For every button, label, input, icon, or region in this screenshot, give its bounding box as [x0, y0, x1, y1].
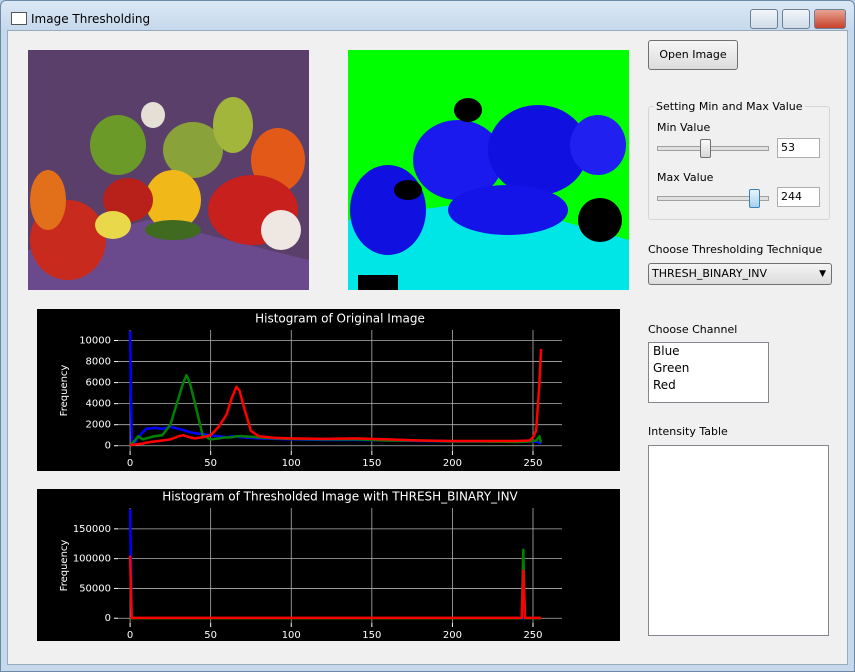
- min-value-box[interactable]: 53: [777, 138, 820, 158]
- max-value-box[interactable]: 244: [777, 187, 820, 207]
- chart: Histogram of Original Image Frequency 0 200…: [37, 309, 620, 471]
- channel-item[interactable]: Blue: [653, 344, 680, 358]
- x-tick-label: 200: [443, 458, 462, 469]
- x-tick-label: 50: [204, 458, 217, 469]
- y-tick-label: 8000: [86, 357, 111, 368]
- x-tick-label: 200: [443, 630, 462, 641]
- max-slider[interactable]: [749, 189, 760, 208]
- intensity-table: [648, 445, 829, 636]
- x-tick-label: 50: [204, 630, 217, 641]
- x-tick-label: 0: [127, 458, 133, 469]
- thresholded-image: [348, 50, 629, 290]
- x-tick-label: 0: [127, 630, 133, 641]
- y-tick-label: 6000: [86, 378, 111, 389]
- histogram-line: [128, 555, 542, 620]
- x-tick-label: 100: [282, 630, 301, 641]
- combo-arrow: ▼: [819, 269, 826, 279]
- close-button[interactable]: [814, 9, 846, 29]
- y-tick-label: 150000: [73, 524, 111, 535]
- app-icon: [11, 12, 27, 25]
- y-tick-label: 4000: [86, 399, 111, 410]
- y-tick-label: 2000: [86, 420, 111, 431]
- y-tick-label: 10000: [79, 336, 111, 347]
- x-tick-label: 150: [362, 630, 381, 641]
- chart-background: [37, 309, 620, 471]
- channel-item[interactable]: Red: [653, 378, 676, 392]
- maximize-button[interactable]: [782, 9, 810, 29]
- chart-title: Histogram of Thresholded Image with THRE…: [162, 490, 518, 504]
- group-title: Setting Min and Max Value: [654, 100, 805, 113]
- technique-combo[interactable]: THRESH_BINARY_INV ▼: [648, 263, 832, 285]
- technique-label: Choose Thresholding Technique: [648, 243, 823, 256]
- x-tick-label: 100: [282, 458, 301, 469]
- min-label: Min Value: [657, 121, 711, 134]
- x-tick-label: 150: [362, 458, 381, 469]
- min-slider[interactable]: [700, 139, 711, 158]
- title-bar: Image Thresholding: [9, 7, 609, 29]
- x-tick-label: 250: [523, 630, 542, 641]
- original-image: [28, 50, 309, 290]
- chart: Histogram of Thresholded Image with THRE…: [37, 489, 620, 641]
- channel-label: Choose Channel: [648, 323, 738, 336]
- chart-title: Histogram of Original Image: [255, 312, 425, 326]
- x-tick-label: 250: [523, 458, 542, 469]
- min-slider-track: [657, 146, 769, 151]
- window-title: Image Thresholding: [31, 12, 151, 26]
- channel-item[interactable]: Green: [653, 361, 690, 375]
- histogram-line: [129, 348, 543, 447]
- y-tick-label: 50000: [79, 583, 111, 594]
- technique-value: THRESH_BINARY_INV: [652, 267, 768, 280]
- y-axis-label: Frequency: [59, 365, 70, 417]
- minimize-button[interactable]: [750, 9, 778, 29]
- open-image-button[interactable]: Open Image: [648, 40, 738, 70]
- max-label: Max Value: [657, 171, 714, 184]
- y-tick-label: 100000: [73, 554, 111, 565]
- channel-list: Blue Green Red: [648, 342, 769, 403]
- y-tick-label: 0: [105, 441, 111, 452]
- y-tick-label: 0: [105, 613, 111, 624]
- max-slider-track: [657, 196, 769, 201]
- y-axis-label: Frequency: [59, 540, 70, 592]
- table-label: Intensity Table: [648, 425, 728, 438]
